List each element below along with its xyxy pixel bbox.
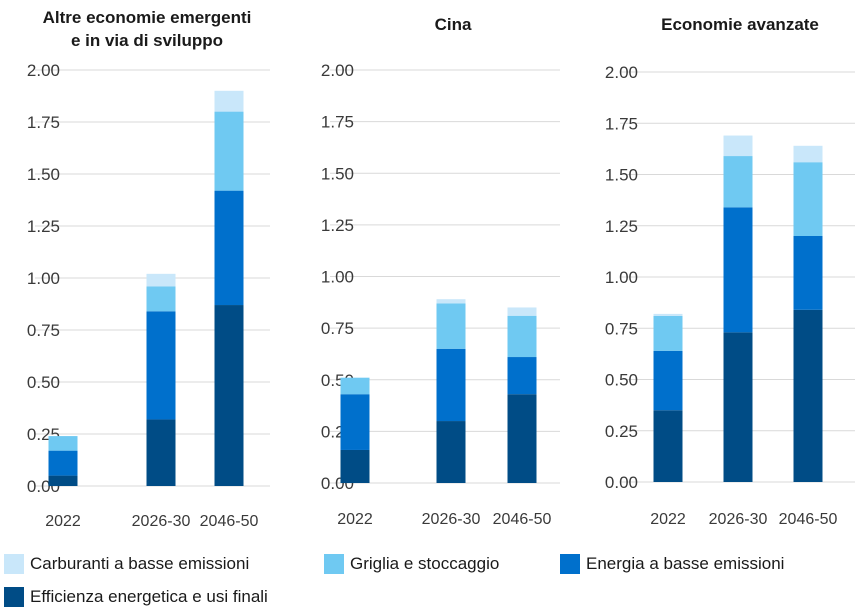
- x-tick-label: 2022: [650, 511, 686, 528]
- y-tick-label: 2.00: [27, 61, 60, 80]
- x-tick-label: 2046-50: [779, 511, 838, 528]
- bar-segment: [436, 303, 466, 349]
- chart-panel-1: Altre economie emergenti e in via di svil…: [27, 8, 270, 530]
- bar-segment: [48, 475, 78, 486]
- bar-segment: [723, 207, 753, 333]
- y-tick-label: 1.50: [321, 164, 354, 183]
- bar-segment: [793, 236, 823, 310]
- bar-segment: [653, 313, 683, 316]
- y-tick-label: 1.75: [27, 113, 60, 132]
- bar-segment: [723, 135, 753, 157]
- legend-label: Carburanti a basse emissioni: [30, 554, 249, 573]
- y-tick-label: 1.50: [27, 165, 60, 184]
- bar-segment: [214, 111, 244, 191]
- legend-swatch: [324, 554, 344, 574]
- legend-label: Energia a basse emissioni: [586, 554, 784, 573]
- bar-segment: [507, 394, 537, 483]
- y-tick-label: 1.00: [605, 268, 638, 287]
- y-tick-label: 1.75: [605, 114, 638, 133]
- x-tick-label: 2046-50: [200, 513, 259, 530]
- panel-title: Altre economie emergenti: [43, 8, 252, 27]
- bar-segment: [793, 162, 823, 236]
- bar-segment: [507, 357, 537, 395]
- x-tick-label: 2046-50: [493, 511, 552, 528]
- y-tick-label: 1.50: [605, 166, 638, 185]
- panel-title: e in via di sviluppo: [71, 31, 223, 50]
- bar-segment: [723, 332, 753, 482]
- bar-segment: [48, 450, 78, 476]
- bar-segment: [48, 436, 78, 451]
- y-tick-label: 0.75: [605, 319, 638, 338]
- y-tick-label: 1.00: [321, 268, 354, 287]
- y-tick-label: 2.00: [605, 63, 638, 82]
- bar-segment: [340, 377, 370, 395]
- bar-segment: [436, 421, 466, 483]
- y-tick-label: 1.25: [27, 217, 60, 236]
- bar-segment: [340, 449, 370, 483]
- bar-segment: [146, 311, 176, 420]
- y-tick-label: 0.00: [605, 473, 638, 492]
- bar-segment: [214, 305, 244, 486]
- y-tick-label: 0.25: [605, 422, 638, 441]
- bar-segment: [653, 350, 683, 411]
- y-tick-label: 0.75: [321, 319, 354, 338]
- chart-panel-3: Economie avanzate 0.00 0.25 0.50 0.75 1.00 1.2…: [605, 15, 855, 528]
- panel-title: Cina: [435, 15, 472, 34]
- legend-label: Griglia e stoccaggio: [350, 554, 499, 573]
- bar-segment: [723, 156, 753, 208]
- x-tick-label: 2026-30: [132, 513, 191, 530]
- y-tick-label: 1.75: [321, 113, 354, 132]
- y-tick-label: 0.50: [605, 371, 638, 390]
- y-tick-label: 0.50: [27, 373, 60, 392]
- bar-segment: [436, 348, 466, 422]
- y-tick-label: 2.00: [321, 61, 354, 80]
- x-tick-label: 2022: [337, 511, 373, 528]
- chart-panel-2: Cina0.000.250.500.751.001.251.501.752.00…: [321, 15, 560, 528]
- bar-segment: [214, 90, 244, 112]
- bar-segment: [653, 315, 683, 351]
- bar-segment: [146, 419, 176, 486]
- bar-segment: [507, 315, 537, 358]
- y-tick-label: 1.00: [27, 269, 60, 288]
- legend: Carburanti a basse emissioni Griglia e st…: [4, 554, 784, 607]
- bar-segment: [436, 299, 466, 304]
- bar-segment: [146, 273, 176, 287]
- y-tick-label: 1.25: [605, 217, 638, 236]
- x-tick-label: 2022: [45, 513, 81, 530]
- legend-swatch: [4, 587, 24, 607]
- panel-title: Economie avanzate: [661, 15, 819, 34]
- bar-segment: [146, 286, 176, 312]
- bar-segment: [653, 410, 683, 482]
- y-tick-label: 0.75: [27, 321, 60, 340]
- x-tick-label: 2026-30: [709, 511, 768, 528]
- y-tick-label: 1.25: [321, 216, 354, 235]
- legend-label: Efficienza energetica e usi finali: [30, 587, 268, 606]
- bar-segment: [507, 307, 537, 316]
- x-tick-label: 2026-30: [422, 511, 481, 528]
- bar-segment: [340, 394, 370, 450]
- bar-segment: [793, 145, 823, 163]
- bar-segment: [793, 309, 823, 482]
- bar-segment: [214, 190, 244, 306]
- legend-swatch: [560, 554, 580, 574]
- legend-swatch: [4, 554, 24, 574]
